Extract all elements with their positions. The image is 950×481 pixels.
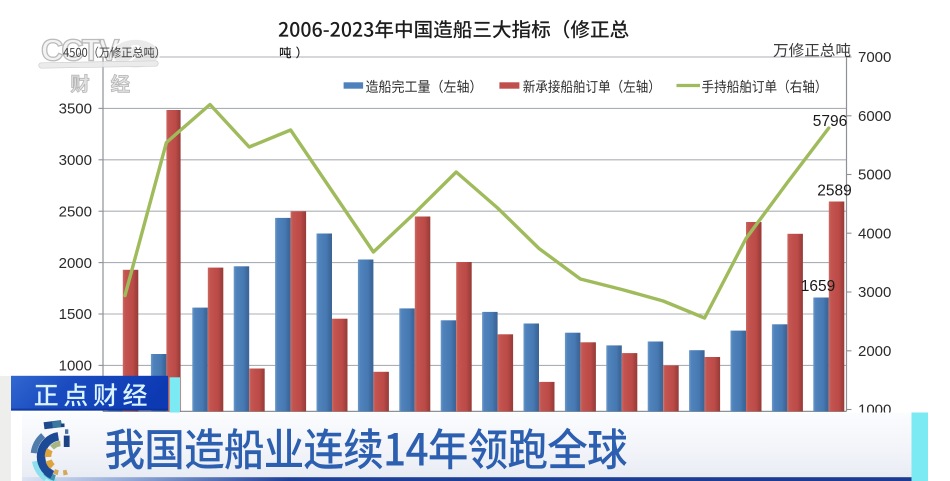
svg-text:5000: 5000 [858,167,891,184]
svg-text:3500: 3500 [59,101,92,118]
svg-text:3000: 3000 [858,284,891,301]
svg-text:3000: 3000 [59,152,92,169]
svg-text:4000: 4000 [858,225,891,242]
svg-text:7000: 7000 [858,49,891,66]
svg-text:2000: 2000 [59,255,92,272]
svg-text:1659: 1659 [801,278,835,295]
svg-text:1500: 1500 [59,306,92,323]
svg-text:6000: 6000 [858,108,891,125]
svg-text:5796: 5796 [813,113,847,130]
svg-text:2500: 2500 [59,203,92,220]
svg-text:2589: 2589 [817,182,851,199]
svg-text:1000: 1000 [59,358,92,375]
svg-text:2000: 2000 [858,343,891,360]
